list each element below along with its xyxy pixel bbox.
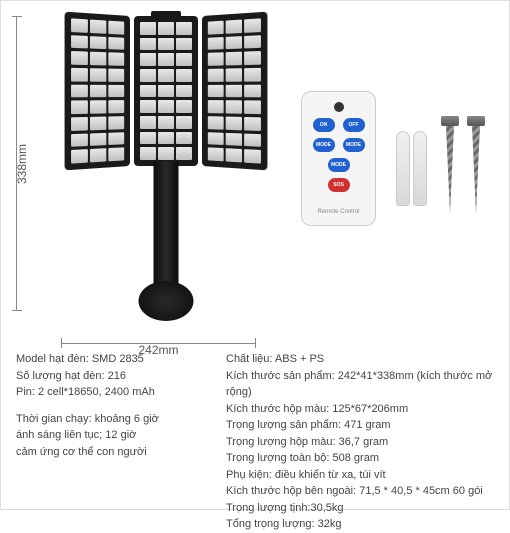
spec-line: Pin: 2 cell*18650, 2400 mAh	[16, 384, 206, 401]
screws	[441, 116, 485, 216]
spec-line: Tổng trọng lượng: 32kg	[226, 516, 494, 533]
spec-block-runtime: Thời gian chạy: khoảng 6 giờ ánh sáng li…	[16, 411, 206, 461]
spec-line: Số lượng hạt đèn: 216	[16, 368, 206, 385]
wall-anchors	[396, 131, 427, 206]
lamp-head	[66, 16, 266, 166]
product-spec-card: 338mm 242mm ON OFF MODE MODE MODE SOS Remo…	[0, 0, 510, 510]
ir-sensor-icon	[334, 102, 344, 112]
specs-column-right: Chất liệu: ABS + PS Kích thước sản phẩm:…	[226, 351, 494, 533]
screw-icon	[441, 116, 459, 216]
remote-mode-button: MODE	[343, 138, 365, 152]
led-panel-center	[134, 16, 198, 166]
screw-icon	[467, 116, 485, 216]
lamp-pole	[154, 161, 179, 286]
spec-block-model: Model hạt đèn: SMD 2835 Số lượng hạt đèn…	[16, 351, 206, 401]
anchor-icon	[396, 131, 410, 206]
spec-line: Thời gian chạy: khoảng 6 giờ	[16, 411, 206, 428]
dimension-height-label: 338mm	[15, 143, 29, 183]
remote-mode-button: MODE	[328, 158, 350, 172]
spec-line: Trọng lượng tịnh:30,5kg	[226, 500, 494, 517]
spec-line: Kích thước hộp màu: 125*67*206mm	[226, 401, 494, 418]
spec-line: Trọng lượng hộp màu: 36,7 gram	[226, 434, 494, 451]
dimension-vertical: 338mm	[16, 16, 46, 311]
remote-off-button: OFF	[343, 118, 365, 132]
specifications: Model hạt đèn: SMD 2835 Số lượng hạt đèn…	[16, 351, 494, 533]
spec-line: Trọng lượng sản phẩm: 471 gram	[226, 417, 494, 434]
spec-line: Phụ kiện: điều khiển từ xa, túi vít	[226, 467, 494, 484]
solar-lamp	[56, 16, 276, 326]
lamp-base	[139, 281, 194, 321]
spec-line: Chất liệu: ABS + PS	[226, 351, 494, 368]
remote-mode-button: MODE	[313, 138, 335, 152]
spec-line: Kích thước sản phẩm: 242*41*338mm (kích …	[226, 368, 494, 401]
anchor-icon	[413, 131, 427, 206]
remote-control: ON OFF MODE MODE MODE SOS Remote Control	[301, 91, 376, 226]
remote-on-button: ON	[313, 118, 335, 132]
remote-label: Remote Control	[317, 209, 359, 215]
spec-line: Kích thước hộp bên ngoài: 71,5 * 40,5 * …	[226, 483, 494, 500]
product-image-area: 338mm 242mm ON OFF MODE MODE MODE SOS Remo…	[1, 1, 509, 351]
spec-line: ánh sáng liên tục; 12 giờ	[16, 427, 206, 444]
remote-sos-button: SOS	[328, 178, 350, 192]
spec-line: Model hạt đèn: SMD 2835	[16, 351, 206, 368]
spec-line: cảm ứng cơ thể con người	[16, 444, 206, 461]
led-panel-left	[65, 12, 130, 171]
led-panel-right	[202, 12, 267, 171]
spec-line: Trọng lượng toàn bộ: 508 gram	[226, 450, 494, 467]
specs-column-left: Model hạt đèn: SMD 2835 Số lượng hạt đèn…	[16, 351, 206, 533]
dimension-horizontal: 242mm	[61, 319, 256, 344]
